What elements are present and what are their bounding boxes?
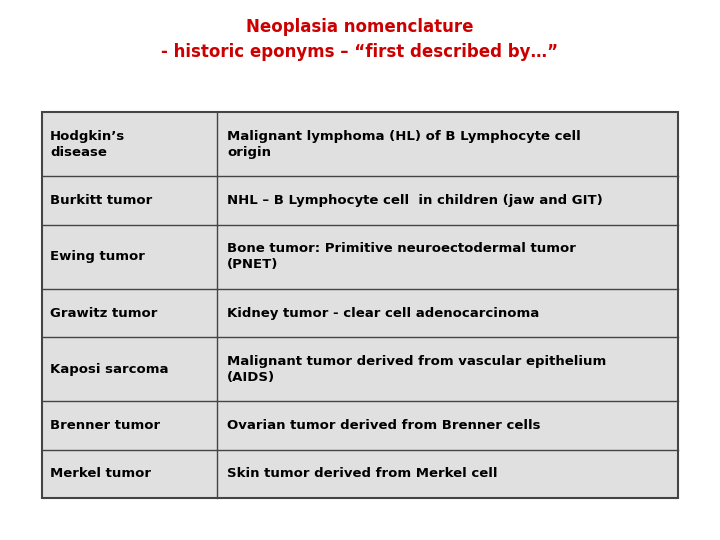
Text: Skin tumor derived from Merkel cell: Skin tumor derived from Merkel cell — [227, 468, 498, 481]
Text: Neoplasia nomenclature
- historic eponyms – “first described by…”: Neoplasia nomenclature - historic eponym… — [161, 18, 559, 61]
Text: Malignant lymphoma (HL) of B Lymphocyte cell
origin: Malignant lymphoma (HL) of B Lymphocyte … — [227, 130, 580, 159]
Text: Merkel tumor: Merkel tumor — [50, 468, 151, 481]
Text: Kaposi sarcoma: Kaposi sarcoma — [50, 363, 168, 376]
Text: Ewing tumor: Ewing tumor — [50, 250, 145, 263]
Text: Grawitz tumor: Grawitz tumor — [50, 307, 158, 320]
Text: NHL – B Lymphocyte cell  in children (jaw and GIT): NHL – B Lymphocyte cell in children (jaw… — [227, 194, 603, 207]
Bar — [42, 112, 678, 498]
Text: Malignant tumor derived from vascular epithelium
(AIDS): Malignant tumor derived from vascular ep… — [227, 355, 606, 384]
Text: Burkitt tumor: Burkitt tumor — [50, 194, 152, 207]
Text: Brenner tumor: Brenner tumor — [50, 419, 160, 432]
Text: Bone tumor: Primitive neuroectodermal tumor
(PNET): Bone tumor: Primitive neuroectodermal tu… — [227, 242, 576, 271]
Text: Kidney tumor - clear cell adenocarcinoma: Kidney tumor - clear cell adenocarcinoma — [227, 307, 539, 320]
Text: Hodgkin’s
disease: Hodgkin’s disease — [50, 130, 125, 159]
Text: Ovarian tumor derived from Brenner cells: Ovarian tumor derived from Brenner cells — [227, 419, 541, 432]
